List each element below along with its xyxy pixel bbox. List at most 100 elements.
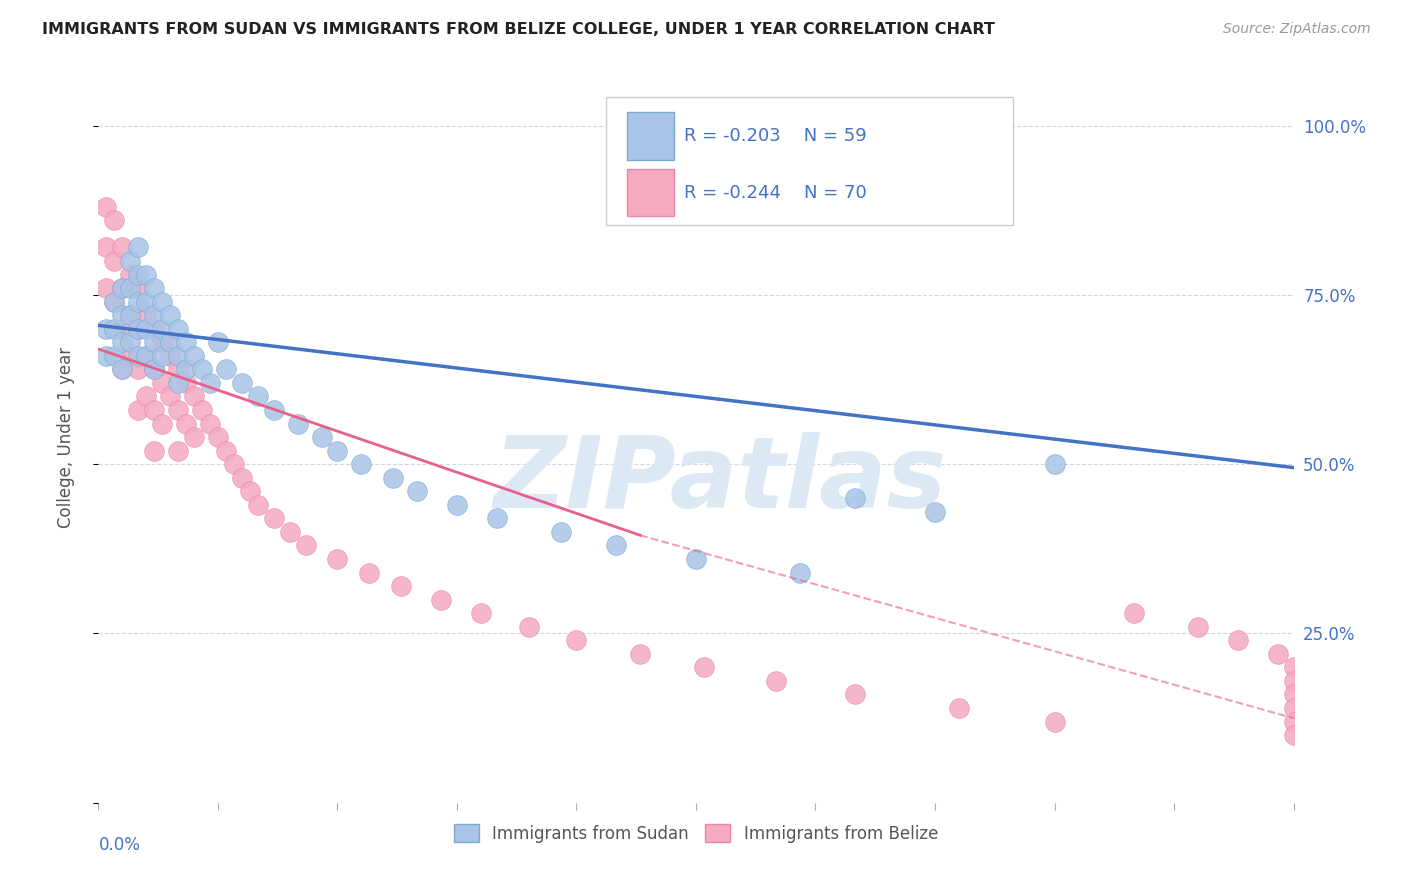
Point xyxy=(111,362,134,376)
Point xyxy=(215,443,238,458)
Point xyxy=(446,498,468,512)
Point xyxy=(1282,728,1305,742)
Point xyxy=(174,335,197,350)
Point xyxy=(359,566,381,580)
Point xyxy=(143,335,166,350)
Point xyxy=(159,308,181,322)
Point xyxy=(948,701,970,715)
Point xyxy=(1282,701,1305,715)
Point xyxy=(135,349,157,363)
Point xyxy=(111,308,134,322)
Point xyxy=(167,362,190,376)
Point xyxy=(485,511,508,525)
Point xyxy=(207,430,229,444)
Point xyxy=(1282,673,1305,688)
Point xyxy=(693,660,716,674)
Point xyxy=(111,281,134,295)
Point xyxy=(191,403,214,417)
Point xyxy=(150,376,173,390)
Point xyxy=(135,349,157,363)
Point xyxy=(1043,714,1066,729)
Point xyxy=(174,376,197,390)
Point xyxy=(844,491,866,505)
Point xyxy=(143,443,166,458)
Point xyxy=(159,349,181,363)
Point xyxy=(1282,688,1305,702)
Point xyxy=(103,254,125,268)
Point xyxy=(96,200,118,214)
Y-axis label: College, Under 1 year: College, Under 1 year xyxy=(56,346,75,528)
Point xyxy=(127,294,149,309)
Point xyxy=(406,484,429,499)
Point xyxy=(222,457,245,471)
Point xyxy=(150,335,173,350)
Point xyxy=(120,335,142,350)
Point xyxy=(127,322,149,336)
Point xyxy=(127,268,149,282)
Point xyxy=(174,417,197,431)
Point xyxy=(111,335,134,350)
Point xyxy=(389,579,412,593)
Point xyxy=(96,240,118,254)
Point xyxy=(143,322,166,336)
Point xyxy=(550,524,572,539)
Point xyxy=(127,281,149,295)
Point xyxy=(1282,660,1305,674)
Point xyxy=(120,308,142,322)
Point xyxy=(135,322,157,336)
FancyBboxPatch shape xyxy=(627,112,675,160)
Point xyxy=(120,281,142,295)
Point xyxy=(143,281,166,295)
Point xyxy=(246,389,269,403)
Point xyxy=(111,240,134,254)
Point xyxy=(470,606,492,620)
Point xyxy=(127,322,149,336)
Text: R = -0.244    N = 70: R = -0.244 N = 70 xyxy=(685,184,866,202)
Point xyxy=(111,322,134,336)
Point xyxy=(143,362,166,376)
Point xyxy=(120,308,142,322)
Point xyxy=(311,430,333,444)
Point xyxy=(103,294,125,309)
Text: 0.0%: 0.0% xyxy=(98,836,141,854)
Point xyxy=(159,335,181,350)
Point xyxy=(103,213,125,227)
Legend: Immigrants from Sudan, Immigrants from Belize: Immigrants from Sudan, Immigrants from B… xyxy=(447,818,945,849)
Point xyxy=(844,688,866,702)
Text: R = -0.203    N = 59: R = -0.203 N = 59 xyxy=(685,127,866,145)
Point xyxy=(167,349,190,363)
FancyBboxPatch shape xyxy=(627,169,675,217)
Point xyxy=(1123,606,1146,620)
Point xyxy=(628,647,651,661)
Point xyxy=(263,511,285,525)
Point xyxy=(207,335,229,350)
Point xyxy=(1267,647,1289,661)
Point xyxy=(350,457,373,471)
Point xyxy=(263,403,285,417)
Point xyxy=(685,552,707,566)
Point xyxy=(96,281,118,295)
Point xyxy=(430,592,453,607)
Point xyxy=(326,443,349,458)
Point xyxy=(1226,633,1249,648)
Point xyxy=(382,471,405,485)
Point xyxy=(127,403,149,417)
Point xyxy=(517,620,540,634)
Point xyxy=(111,281,134,295)
Point xyxy=(103,322,125,336)
Point xyxy=(605,538,627,552)
Point xyxy=(1282,714,1305,729)
Point xyxy=(565,633,588,648)
Point xyxy=(183,389,205,403)
Point xyxy=(294,538,316,552)
Point xyxy=(1043,457,1066,471)
Point xyxy=(150,322,173,336)
Point xyxy=(143,362,166,376)
Point xyxy=(127,240,149,254)
Point xyxy=(183,430,205,444)
Point xyxy=(789,566,811,580)
Text: Source: ZipAtlas.com: Source: ZipAtlas.com xyxy=(1223,22,1371,37)
Point xyxy=(183,349,205,363)
Point xyxy=(135,294,157,309)
Point xyxy=(278,524,301,539)
